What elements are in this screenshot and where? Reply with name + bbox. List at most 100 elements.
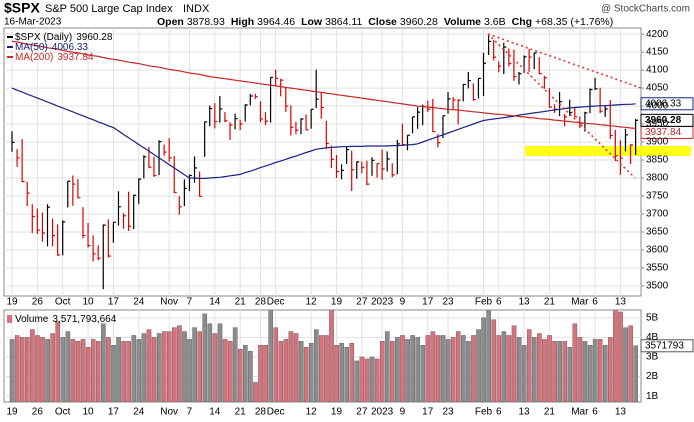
x-tick-label: 13	[615, 407, 627, 418]
volume-bar	[445, 339, 451, 402]
volume-bar	[390, 341, 395, 402]
volume-bar	[90, 339, 96, 402]
volume-bar	[156, 333, 162, 402]
volume-bar	[395, 337, 400, 402]
volume-bar	[237, 348, 243, 402]
x-tick-label: 27	[356, 407, 368, 418]
volume-bar	[161, 331, 167, 402]
volume-bar	[197, 331, 202, 402]
volume-bar	[192, 327, 197, 402]
exchange: INDX	[183, 3, 210, 15]
volume-bar	[232, 327, 238, 402]
quote-label: High	[231, 16, 254, 28]
legend-name: Volume	[15, 314, 49, 325]
y-tick-label: 3950	[646, 119, 669, 130]
x-tick-label: 26	[32, 407, 44, 418]
volume-bar	[131, 335, 137, 402]
x-tick-label: Dec	[267, 297, 285, 308]
x-tick-label: 19	[331, 297, 343, 308]
volume-bar	[308, 343, 314, 402]
volume-bar	[121, 341, 126, 402]
y-tick-label: 4150	[646, 47, 669, 58]
volume-bar	[577, 337, 583, 402]
quote-label: Close	[368, 16, 397, 28]
volume-bar	[491, 319, 497, 402]
volume-bar	[628, 325, 633, 402]
y-tick-label: 3700	[646, 209, 669, 220]
y-tick-label: 3500	[646, 281, 669, 292]
volume-bar	[364, 358, 370, 402]
volume-bar	[151, 337, 157, 402]
volume-bar	[354, 360, 360, 402]
volume-bar	[283, 339, 289, 402]
volume-bar	[374, 358, 380, 402]
x-tick-label: Oct	[55, 407, 71, 418]
volume-bar	[314, 329, 319, 402]
y-tick-label: 3550	[646, 263, 669, 274]
x-tick-label: 9	[400, 407, 406, 418]
x-tick-label: 10	[82, 407, 94, 418]
volume-bar	[410, 335, 415, 402]
volume-bar	[217, 323, 223, 402]
volume-bar	[268, 310, 273, 402]
watermark: @ StockCharts.com	[601, 4, 690, 15]
volume-bar	[384, 331, 390, 402]
volume-bar	[430, 331, 436, 402]
x-tick-label: 14	[209, 297, 221, 308]
y-tick-label: 4050	[646, 83, 669, 94]
volume-bar	[537, 333, 542, 402]
volume-bar	[455, 331, 461, 402]
trendline-upper	[487, 33, 642, 89]
volume-bar	[50, 333, 55, 402]
volume-bar	[80, 339, 86, 402]
volume-bar	[222, 339, 228, 402]
legend-entry: Volume 3,571,793,664	[15, 314, 117, 325]
volume-bar	[177, 325, 182, 402]
volume-bar	[319, 335, 324, 402]
x-tick-label: 27	[356, 297, 368, 308]
y-tick-label: 4B	[646, 332, 659, 343]
volume-bar	[405, 339, 410, 402]
x-tick-label: 19	[6, 407, 18, 418]
volume-bar	[415, 337, 421, 402]
x-tick-label: 7	[187, 407, 193, 418]
x-tick-label: 21	[235, 407, 247, 418]
x-tick-label: 26	[32, 297, 44, 308]
x-tick-label: 6	[496, 297, 502, 308]
volume-bar	[19, 337, 25, 402]
volume-bar	[106, 337, 111, 402]
volume-bar	[65, 331, 71, 402]
quote-value: +68.35 (+1.76%)	[535, 16, 613, 28]
volume-bar	[60, 337, 66, 402]
volume-bar	[298, 341, 304, 402]
volume-bar	[613, 310, 618, 402]
legend-name: MA(50)	[15, 42, 48, 53]
x-tick-label: 13	[519, 407, 531, 418]
volume-bar	[126, 341, 132, 402]
x-tick-label: Mar	[571, 297, 589, 308]
volume-bar	[243, 345, 248, 402]
volume-bar	[187, 339, 192, 402]
quote-value: 3960.28	[400, 16, 438, 28]
volume-bar	[471, 335, 476, 402]
quote-value: 3964.46	[257, 16, 295, 28]
legend-entry: MA(200) 3937.84	[15, 52, 94, 63]
x-tick-label: Mar	[571, 407, 589, 418]
volume-bar	[466, 341, 471, 402]
legend-swatch	[7, 315, 12, 323]
x-tick-label: Feb	[475, 297, 493, 308]
volume-bar	[572, 323, 578, 402]
volume-bar	[288, 331, 294, 402]
y-tick-label: 3900	[646, 137, 669, 148]
volume-bar	[425, 335, 431, 402]
volume-bar	[334, 345, 339, 402]
x-tick-label: Feb	[475, 407, 493, 418]
x-tick-label: Nov	[160, 407, 178, 418]
volume-bar	[30, 329, 35, 402]
volume-bar	[136, 339, 142, 402]
volume-bar	[25, 337, 30, 402]
moving-average	[11, 87, 636, 179]
last-value-box	[640, 339, 694, 353]
quote-value: 3.6B	[484, 16, 506, 28]
volume-bar	[633, 345, 639, 402]
